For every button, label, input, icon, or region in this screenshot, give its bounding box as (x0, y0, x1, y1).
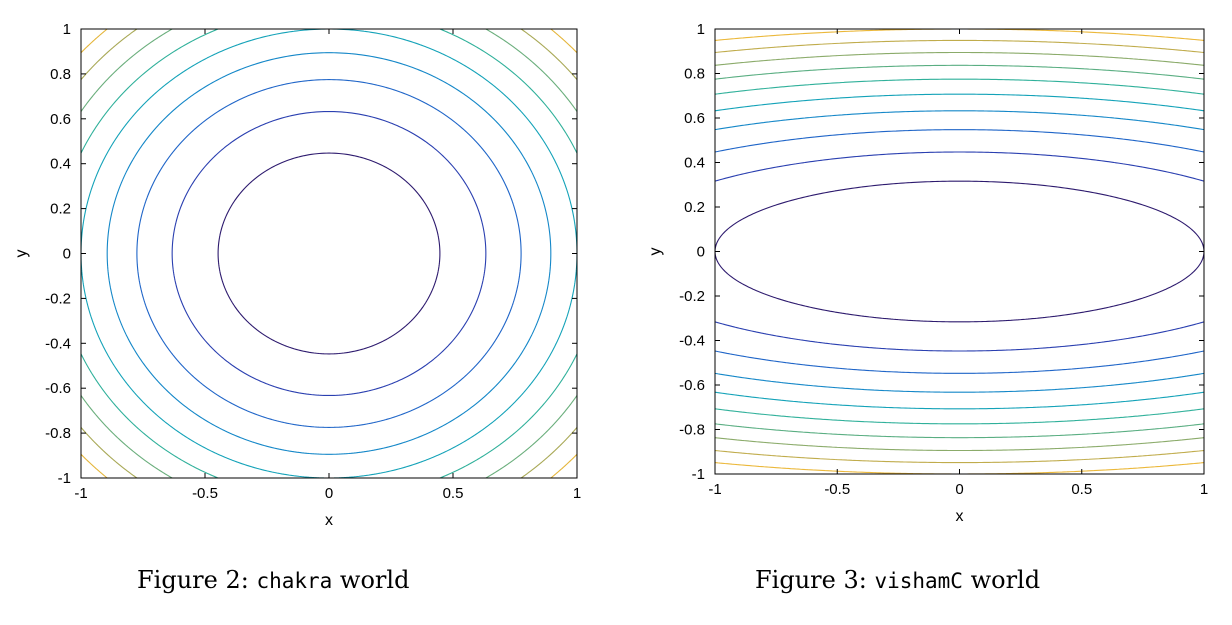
x-tick-label: -0.5 (824, 481, 850, 498)
contour-level-0.4 (715, 110, 1204, 393)
y-tick-label: 0.8 (50, 66, 71, 83)
x-axis-label: x (325, 512, 333, 529)
contour-chart-chakra: -1 -0.5 0 0.5 1 -1 -0.8 -0.6 -0.4 -0.2 0 0.2 0.4 0.6 0… (13, 21, 581, 529)
figure-caption: Figure 2: chakra world (137, 566, 409, 594)
x-axis-label: x (956, 508, 964, 525)
caption-code: vishamC (874, 569, 963, 593)
contour-level-0.2 (715, 151, 1204, 352)
plot-frame (714, 28, 1205, 475)
y-tick-label: -1 (692, 466, 705, 483)
y-tick-label: 0.8 (684, 66, 705, 83)
y-tick-label: 0 (697, 244, 705, 261)
contour-level-0.8 (106, 52, 552, 455)
x-tick-label: 0.5 (443, 485, 464, 502)
y-tick-label: -1 (58, 470, 71, 487)
y-tick-label: -0.6 (45, 380, 71, 397)
caption-suffix: world (332, 566, 410, 594)
y-tick-label: -0.4 (45, 335, 71, 352)
x-tick-label: -0.5 (192, 485, 218, 502)
y-tick-label: 0.6 (684, 110, 705, 127)
x-tick-label: 0.5 (1071, 481, 1092, 498)
contour-level-0.3 (715, 129, 1204, 374)
contour-level-0.8 (715, 51, 1204, 452)
caption-prefix: Figure 2: (137, 566, 257, 594)
contour-level-1 (81, 29, 577, 478)
y-tick-label: -0.4 (679, 333, 705, 350)
y-tick-label: 0.2 (50, 201, 71, 218)
contour-chart-vishamC: -1 -0.5 0 0.5 1 -1 -0.8 -0.6 -0.4 -0.2 0 0.2 0.4 0.6 0… (647, 21, 1208, 525)
contour-level-0.4 (171, 110, 487, 397)
x-tick-label: -1 (74, 485, 87, 502)
contour-level-0.6 (136, 79, 522, 428)
y-tick-label: 0.4 (50, 156, 71, 173)
contour-level-1.2 (81, 29, 577, 478)
x-tick-label: 1 (573, 485, 581, 502)
contour-level-0.6 (715, 78, 1204, 425)
x-tick-label: -1 (708, 481, 721, 498)
y-tick-label: 1 (63, 21, 71, 38)
y-tick-label: -0.2 (45, 290, 71, 307)
y-axis-label: y (647, 248, 664, 256)
contour-level-1.4 (81, 29, 577, 478)
y-tick-label: 0.4 (684, 155, 705, 172)
y-axis-label: y (13, 250, 30, 258)
contour-level-0.7 (715, 64, 1204, 439)
y-tick-label: -0.8 (679, 422, 705, 439)
y-tick-label: 1 (697, 21, 705, 38)
caption-prefix: Figure 3: (755, 566, 875, 594)
y-tick-label: 0 (63, 246, 71, 263)
y-tick-label: -0.6 (679, 377, 705, 394)
plot-frame (80, 28, 578, 479)
contour-level-1.8 (81, 29, 577, 478)
contour-lines (715, 29, 1204, 474)
figure-caption: Figure 3: vishamC world (755, 566, 1040, 594)
contour-lines (81, 29, 577, 478)
figure-2: -1 -0.5 0 0.5 1 -1 -0.8 -0.6 -0.4 -0.2 0 0.2 0.4 0.6 0… (13, 21, 581, 594)
caption-code: chakra (256, 569, 333, 593)
caption-suffix: world (962, 566, 1041, 594)
y-tick-label: -0.8 (45, 425, 71, 442)
x-tick-label: 0 (955, 481, 963, 498)
figure-3: -1 -0.5 0 0.5 1 -1 -0.8 -0.6 -0.4 -0.2 0 0.2 0.4 0.6 0… (616, 0, 1232, 625)
y-tick-label: 0.2 (684, 199, 705, 216)
contour-level-1.6 (81, 29, 577, 478)
y-tick-label: 0.6 (50, 111, 71, 128)
contour-level-1 (715, 29, 1204, 474)
contour-level-0.2 (217, 152, 441, 355)
contour-level-0.9 (715, 39, 1204, 464)
contour-level-0.1 (715, 180, 1204, 323)
x-tick-label: 0 (325, 485, 333, 502)
x-tick-label: 1 (1200, 481, 1208, 498)
contour-level-0.5 (715, 93, 1204, 410)
y-tick-label: -0.2 (679, 288, 705, 305)
